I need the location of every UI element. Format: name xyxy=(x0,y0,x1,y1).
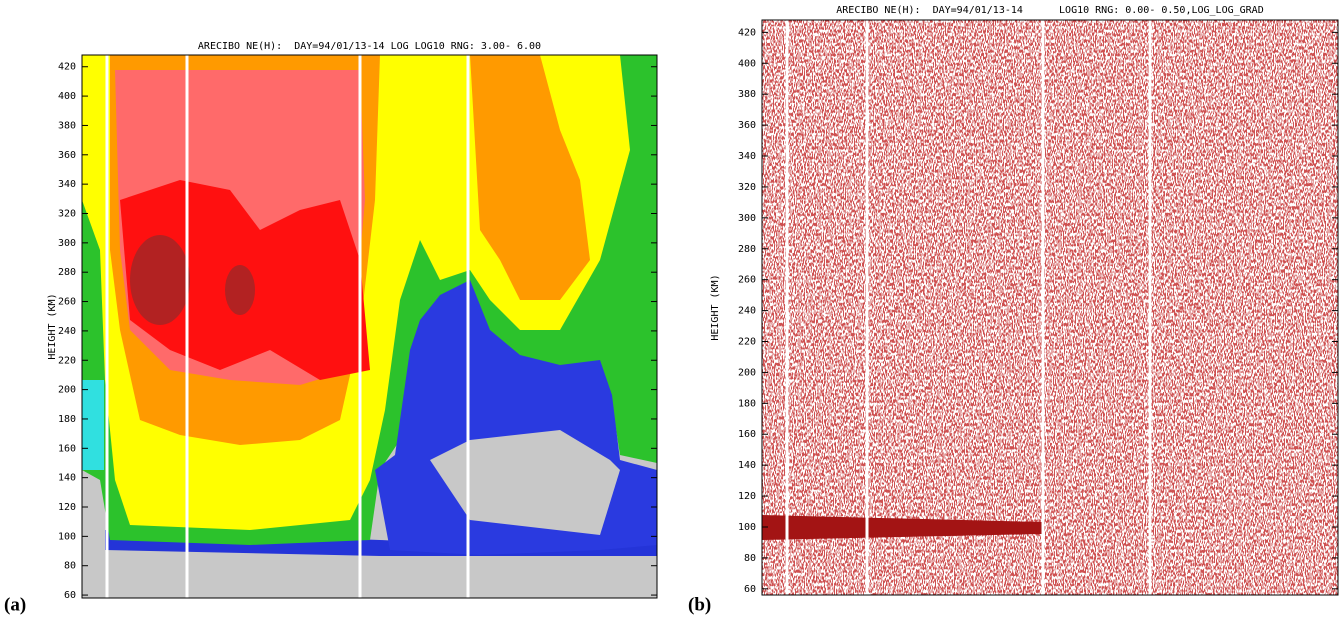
panel-label: (a) xyxy=(4,594,26,615)
y-tick-label: 420 xyxy=(58,62,76,73)
y-tick-label: 60 xyxy=(744,584,756,595)
y-tick-label: 140 xyxy=(58,473,76,484)
y-tick-label: 220 xyxy=(738,337,756,348)
y-tick-label: 400 xyxy=(738,58,756,69)
chart-title: ARECIBO NE(H): DAY=94/01/13-14 LOG LOG10… xyxy=(198,41,541,52)
y-tick-label: 80 xyxy=(744,553,756,564)
y-tick-label: 420 xyxy=(738,27,756,38)
y-tick-label: 160 xyxy=(738,429,756,440)
y-tick-label: 160 xyxy=(58,443,76,454)
y-tick-label: 280 xyxy=(58,267,76,278)
y-tick-label: 240 xyxy=(58,326,76,337)
panel-label: (b) xyxy=(688,594,711,615)
y-tick-label: 380 xyxy=(58,120,76,131)
y-tick-label: 200 xyxy=(738,367,756,378)
y-tick-label: 180 xyxy=(58,414,76,425)
y-tick-label: 140 xyxy=(738,460,756,471)
y-tick-label: 280 xyxy=(738,244,756,255)
y-tick-label: 120 xyxy=(738,491,756,502)
y-tick-label: 180 xyxy=(738,398,756,409)
plot-frame xyxy=(81,54,658,599)
y-axis-label: HEIGHT (KM) xyxy=(47,293,58,359)
y-tick-label: 100 xyxy=(738,522,756,533)
y-tick-label: 120 xyxy=(58,502,76,513)
y-tick-label: 80 xyxy=(64,561,76,572)
y-tick-label: 300 xyxy=(738,213,756,224)
y-tick-label: 400 xyxy=(58,91,76,102)
y-tick-label: 240 xyxy=(738,306,756,317)
y-tick-label: 340 xyxy=(738,151,756,162)
y-tick-label: 300 xyxy=(58,238,76,249)
heatmap-a xyxy=(82,55,657,598)
y-tick-label: 360 xyxy=(738,120,756,131)
y-tick-label: 220 xyxy=(58,355,76,366)
y-tick-label: 60 xyxy=(64,590,76,601)
chart-title: ARECIBO NE(H): DAY=94/01/13-14 LOG10 RNG… xyxy=(836,5,1263,16)
y-tick-label: 320 xyxy=(58,208,76,219)
y-tick-label: 380 xyxy=(738,89,756,100)
y-tick-label: 200 xyxy=(58,385,76,396)
plot-frame xyxy=(761,19,1339,596)
heatmap-b xyxy=(762,20,1338,595)
y-tick-label: 100 xyxy=(58,531,76,542)
y-axis-label: HEIGHT (KM) xyxy=(710,274,721,340)
y-tick-label: 340 xyxy=(58,179,76,190)
y-tick-label: 260 xyxy=(738,275,756,286)
y-tick-label: 360 xyxy=(58,150,76,161)
y-tick-label: 320 xyxy=(738,182,756,193)
y-tick-label: 260 xyxy=(58,297,76,308)
